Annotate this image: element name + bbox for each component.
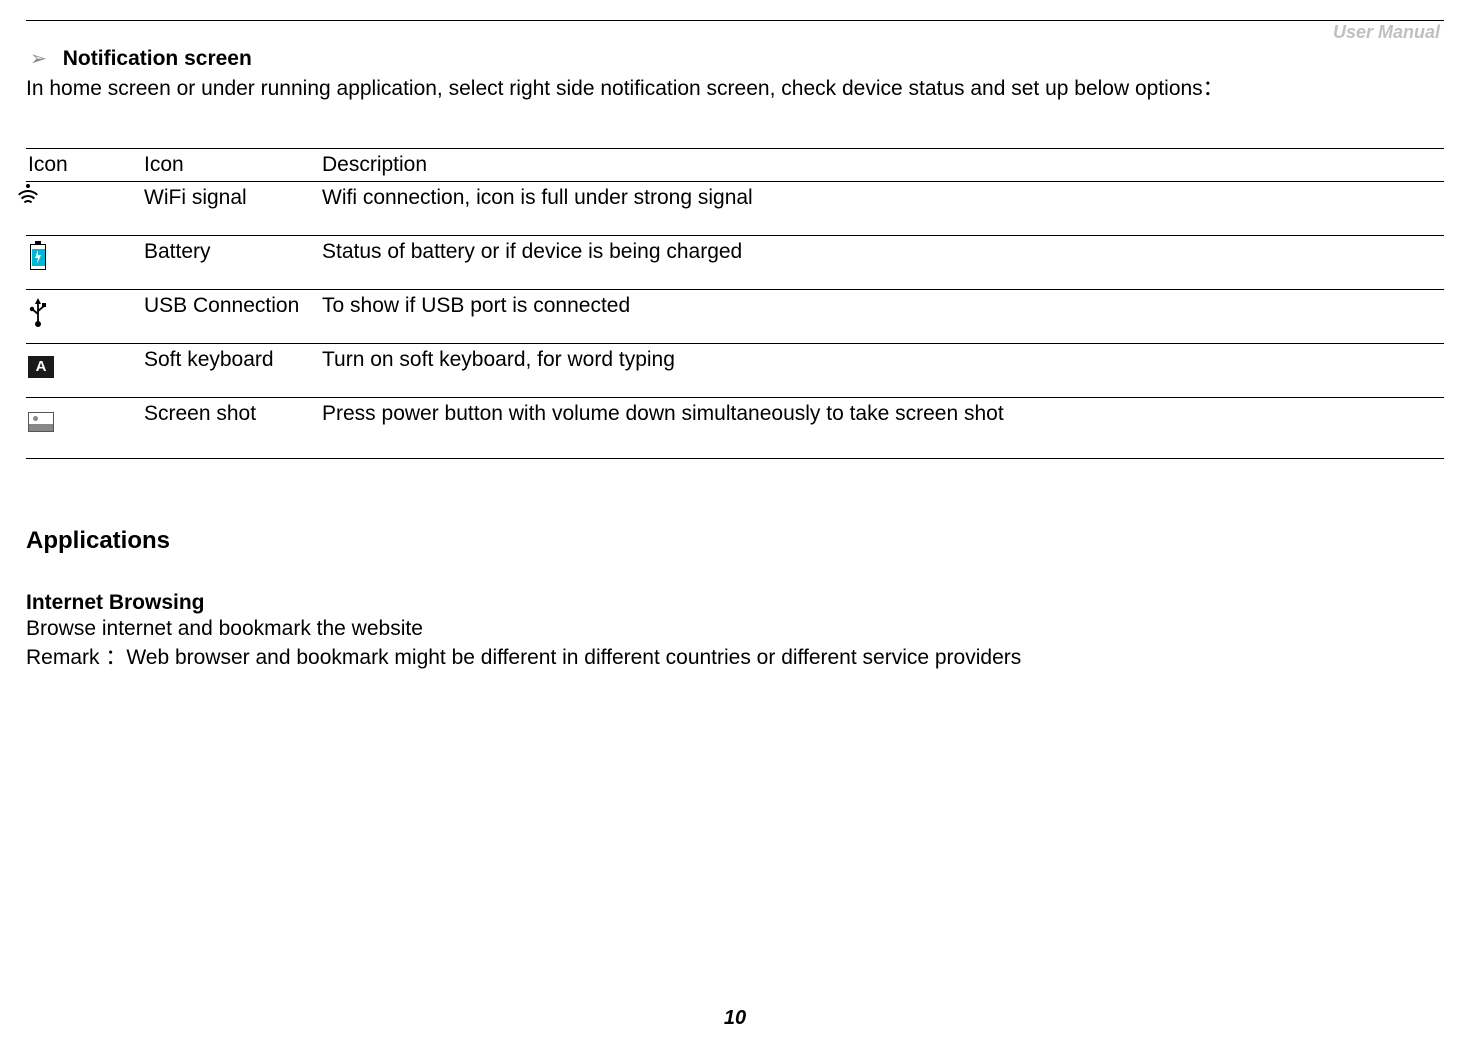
table-header-row: Icon Icon Description bbox=[26, 149, 1444, 182]
cell-desc: Press power button with volume down simu… bbox=[320, 398, 1444, 459]
cell-icon: A bbox=[26, 344, 142, 398]
th-desc: Description bbox=[320, 149, 1444, 182]
page-number: 10 bbox=[0, 1007, 1470, 1030]
section-intro: In home screen or under running applicat… bbox=[26, 75, 1444, 102]
cell-icon bbox=[26, 398, 142, 459]
cell-desc: Wifi connection, icon is full under stro… bbox=[320, 182, 1444, 236]
table-row: A Soft keyboard Turn on soft keyboard, f… bbox=[26, 344, 1444, 398]
table-row: USB Connection To show if USB port is co… bbox=[26, 290, 1444, 344]
top-rule bbox=[26, 20, 1444, 21]
cell-desc: To show if USB port is connected bbox=[320, 290, 1444, 344]
cell-name: USB Connection bbox=[142, 290, 320, 344]
cell-icon bbox=[26, 236, 142, 290]
cell-desc: Status of battery or if device is being … bbox=[320, 236, 1444, 290]
cell-name: WiFi signal bbox=[142, 182, 320, 236]
cell-icon bbox=[26, 290, 142, 344]
table-row: WiFi signal Wifi connection, icon is ful… bbox=[26, 182, 1444, 236]
th-name: Icon bbox=[142, 149, 320, 182]
cell-name: Battery bbox=[142, 236, 320, 290]
battery-icon bbox=[28, 244, 58, 274]
table-row: Battery Status of battery or if device i… bbox=[26, 236, 1444, 290]
th-icon: Icon bbox=[26, 149, 142, 182]
keyboard-icon: A bbox=[28, 352, 58, 382]
cell-name: Soft keyboard bbox=[142, 344, 320, 398]
section-title: Notification screen bbox=[63, 47, 252, 71]
internet-browsing-line2: Remark ：Web browser and bookmark might b… bbox=[26, 644, 1444, 672]
running-header: User Manual bbox=[1333, 22, 1440, 43]
cell-desc: Turn on soft keyboard, for word typing bbox=[320, 344, 1444, 398]
section-heading-row: ➢ Notification screen bbox=[26, 47, 1444, 71]
usb-icon bbox=[28, 298, 58, 328]
internet-browsing-heading: Internet Browsing bbox=[26, 591, 1444, 615]
cell-icon bbox=[26, 182, 142, 236]
notification-icons-table: Icon Icon Description WiFi signal Wifi c… bbox=[26, 148, 1444, 459]
screenshot-icon bbox=[28, 406, 58, 436]
wifi-icon bbox=[28, 190, 58, 220]
cell-name: Screen shot bbox=[142, 398, 320, 459]
bullet-icon: ➢ bbox=[30, 49, 47, 69]
internet-browsing-line1: Browse internet and bookmark the website bbox=[26, 615, 1444, 643]
applications-heading: Applications bbox=[26, 527, 1444, 555]
table-row: Screen shot Press power button with volu… bbox=[26, 398, 1444, 459]
